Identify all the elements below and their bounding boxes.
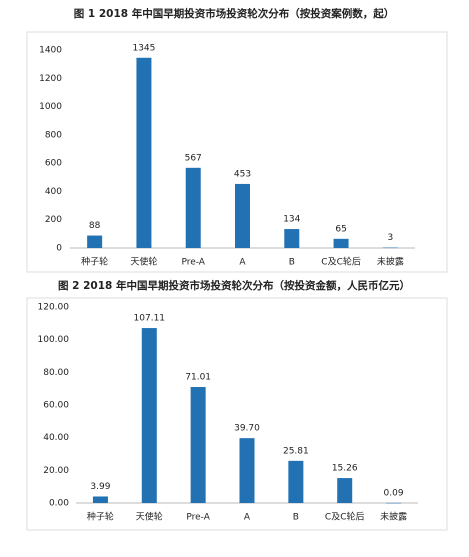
data-label: 567: [185, 153, 202, 163]
bar: [284, 229, 300, 248]
x-tick-label: 种子轮: [87, 511, 114, 523]
bar: [235, 183, 250, 248]
x-tick-label: A: [239, 258, 246, 268]
data-label: 15.26: [332, 464, 358, 474]
y-tick-label: 60.00: [43, 401, 69, 411]
y-tick-label: 800: [45, 130, 62, 140]
y-tick-label: 40.00: [43, 433, 69, 443]
y-tick-label: 120.00: [38, 303, 70, 313]
x-tick-label: A: [244, 513, 251, 523]
chart-title: 图 1 2018 年中国早期投资市场投资轮次分布（按投资案例数，起）: [74, 7, 395, 20]
bar: [92, 496, 108, 503]
x-tick-label: B: [293, 513, 299, 523]
bar: [136, 57, 152, 249]
chart-frame: [26, 297, 448, 531]
data-label: 1345: [132, 43, 155, 53]
bar: [185, 167, 201, 248]
data-label: 107.11: [134, 314, 166, 324]
data-label: 0.09: [384, 488, 404, 498]
x-tick-label: Pre-A: [181, 258, 205, 268]
y-tick-label: 100.00: [38, 335, 70, 345]
y-tick-label: 0: [56, 244, 62, 254]
data-label: 3.99: [90, 482, 110, 492]
data-label: 3: [387, 233, 393, 243]
bar: [288, 460, 304, 503]
bar: [337, 478, 353, 503]
bar: [239, 438, 255, 503]
y-tick-label: 200: [45, 215, 62, 225]
bar: [190, 387, 206, 503]
y-tick-label: 1400: [39, 46, 62, 56]
y-tick-label: 400: [45, 187, 62, 197]
bar: [333, 238, 349, 248]
y-tick-label: 80.00: [43, 368, 69, 378]
x-tick-label: C及C轮后: [325, 511, 365, 523]
chart-frame: [26, 31, 448, 273]
x-tick-label: 天使轮: [136, 511, 163, 523]
bar: [87, 235, 103, 248]
chart-title: 图 2 2018 年中国早期投资市场投资轮次分布（按投资金额，人民币亿元）: [58, 279, 410, 292]
y-tick-label: 600: [45, 159, 62, 169]
data-label: 453: [234, 169, 251, 179]
x-tick-label: 种子轮: [81, 256, 108, 268]
y-tick-label: 20.00: [43, 466, 69, 476]
x-tick-label: 未披露: [380, 511, 407, 523]
y-tick-label: 1200: [39, 74, 62, 84]
y-tick-label: 0.00: [49, 499, 69, 509]
data-label: 65: [335, 224, 346, 234]
data-label: 39.70: [234, 424, 260, 434]
x-tick-label: 未披露: [377, 256, 404, 268]
bar: [382, 247, 398, 249]
x-tick-label: B: [289, 258, 295, 268]
y-tick-label: 1000: [39, 102, 62, 112]
x-tick-label: Pre-A: [186, 513, 210, 523]
x-tick-label: C及C轮后: [321, 256, 361, 268]
data-label: 88: [89, 221, 101, 231]
data-label: 25.81: [283, 446, 309, 456]
x-tick-label: 天使轮: [130, 256, 157, 268]
data-label: 134: [283, 215, 300, 225]
data-label: 71.01: [185, 373, 211, 383]
bar: [386, 502, 402, 504]
bar: [141, 328, 157, 503]
